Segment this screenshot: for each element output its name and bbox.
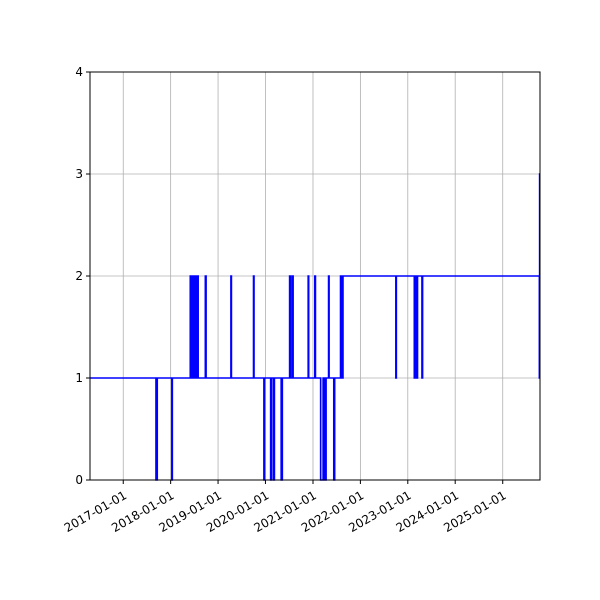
y-tick-label: 3 — [75, 167, 83, 181]
x-axis: 2017-01-012018-01-012019-01-012020-01-01… — [62, 480, 509, 535]
y-tick-label: 4 — [75, 65, 83, 79]
y-tick-label: 0 — [75, 473, 83, 487]
y-tick-label: 2 — [75, 269, 83, 283]
y-tick-label: 1 — [75, 371, 83, 385]
series-line — [90, 173, 541, 481]
y-axis: 0 1 2 3 4 — [75, 65, 90, 487]
series-layer — [90, 173, 541, 481]
